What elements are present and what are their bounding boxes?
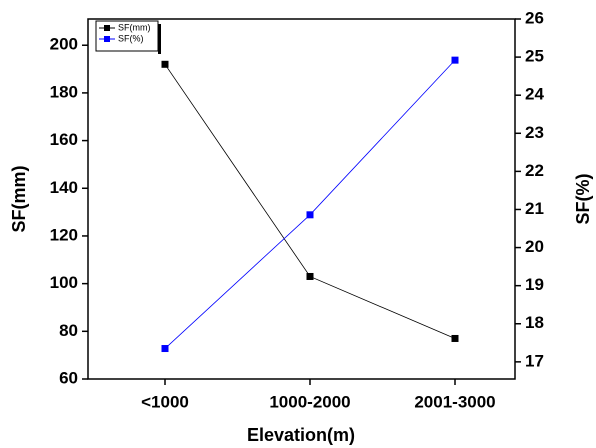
y2-tick-label: 26 bbox=[525, 8, 544, 27]
y-tick-label: 180 bbox=[50, 82, 78, 101]
point bbox=[306, 272, 314, 280]
y-tick-label: 60 bbox=[59, 368, 78, 387]
y2-tick-label: 24 bbox=[525, 85, 544, 104]
y2-tick-label: 22 bbox=[525, 161, 544, 180]
point bbox=[451, 56, 459, 64]
point bbox=[306, 211, 314, 219]
point bbox=[161, 60, 169, 68]
series-line bbox=[164, 64, 456, 339]
legend-marker bbox=[104, 36, 110, 42]
y2-tick-label: 23 bbox=[525, 123, 544, 142]
y2-tick-label: 20 bbox=[525, 237, 544, 256]
point bbox=[161, 345, 169, 353]
legend-shadow bbox=[158, 24, 161, 54]
x-axis-label: Elevation(m) bbox=[247, 425, 355, 445]
series-line bbox=[164, 59, 456, 349]
x-tick-label: 1000-2000 bbox=[269, 392, 350, 411]
y2-tick-label: 17 bbox=[525, 351, 544, 370]
y-tick-label: 80 bbox=[59, 321, 78, 340]
y2-tick-label: 25 bbox=[525, 47, 544, 66]
y-tick-label: 100 bbox=[50, 273, 78, 292]
y2-tick-label: 21 bbox=[525, 199, 544, 218]
x-tick-label: <1000 bbox=[141, 392, 189, 411]
plot-frame bbox=[87, 18, 516, 380]
y2-axis-label: SF(%) bbox=[573, 174, 593, 225]
y-tick-label: 140 bbox=[50, 178, 78, 197]
y-axis-label: SF(mm) bbox=[9, 165, 29, 232]
y-tick-label: 120 bbox=[50, 225, 78, 244]
legend-label: SF(mm) bbox=[118, 22, 151, 32]
y2-tick-label: 18 bbox=[525, 313, 544, 332]
legend-marker bbox=[104, 25, 110, 31]
y-tick-label: 200 bbox=[50, 35, 78, 54]
legend-label: SF(%) bbox=[118, 33, 144, 43]
y2-tick-label: 19 bbox=[525, 275, 544, 294]
y-tick-label: 160 bbox=[50, 130, 78, 149]
point bbox=[451, 334, 459, 342]
x-tick-label: 2001-3000 bbox=[414, 392, 495, 411]
